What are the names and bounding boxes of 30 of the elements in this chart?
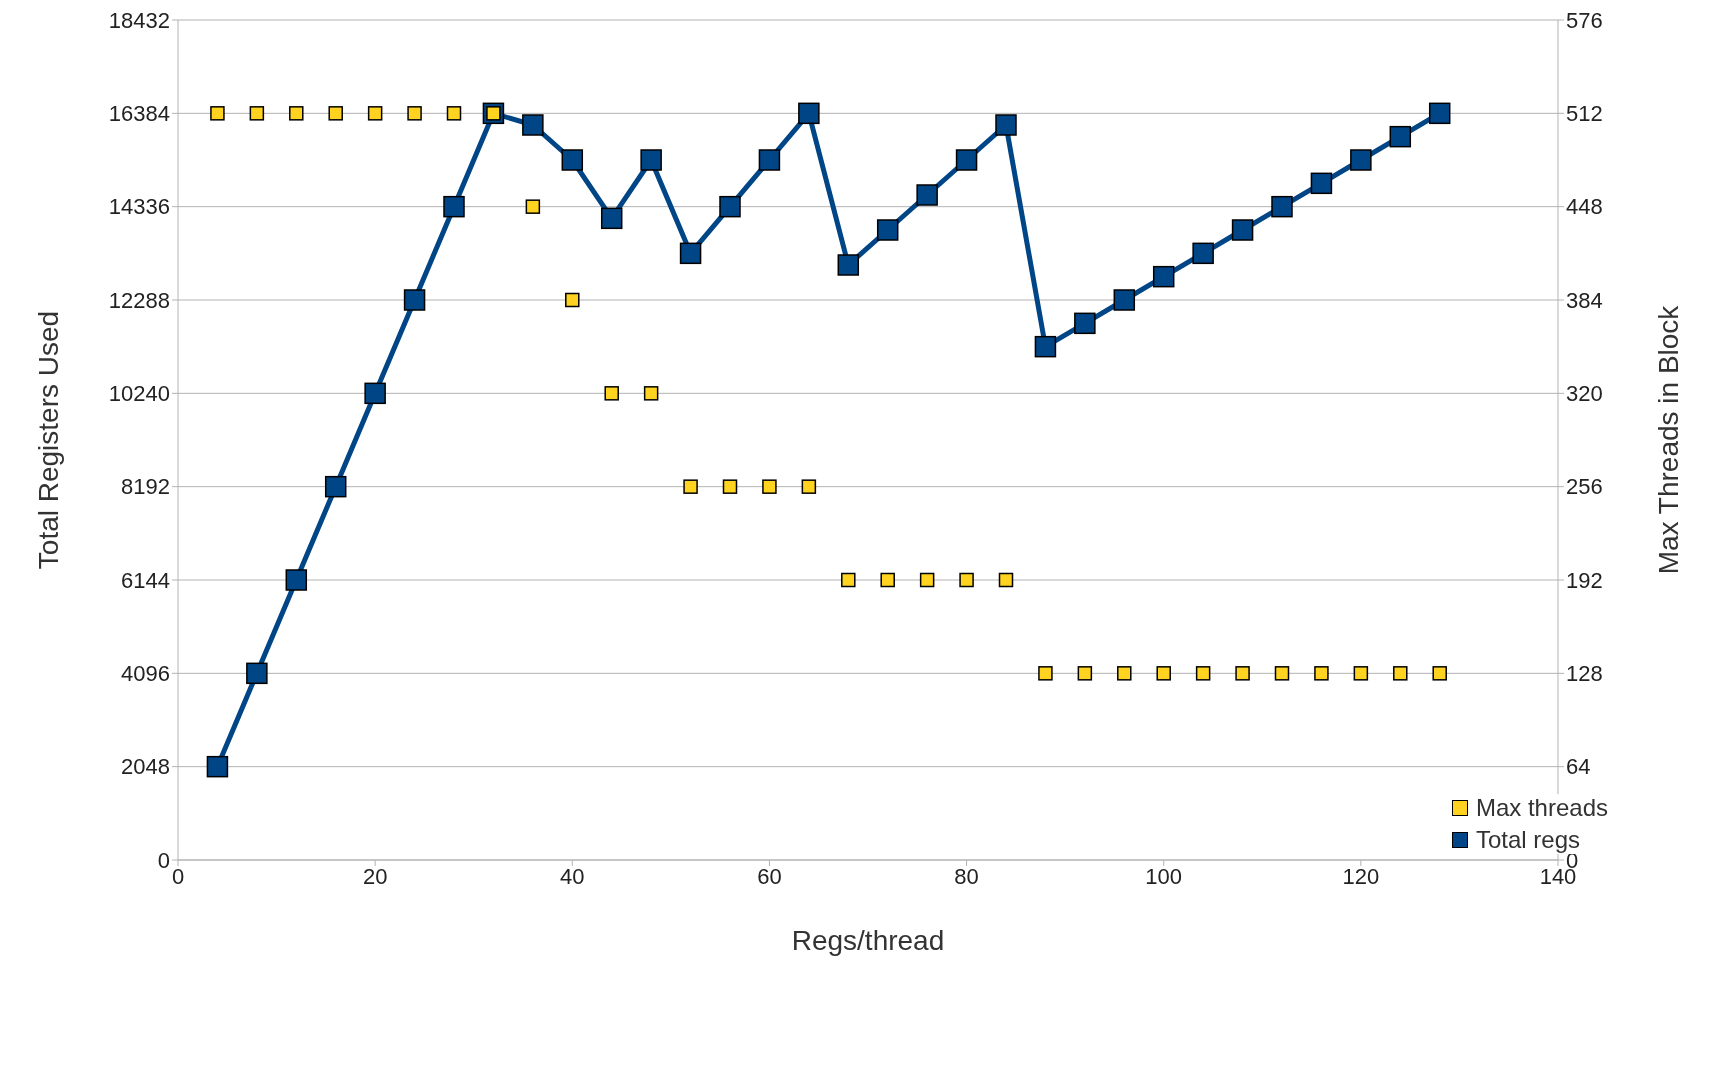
x-tick-label: 20 [362, 863, 388, 889]
y2-tick-label: 512 [1566, 101, 1603, 127]
x-tick-label: 100 [1145, 863, 1183, 889]
y2-tick-label: 576 [1566, 7, 1603, 33]
y2-tick-label: 320 [1566, 381, 1603, 407]
y-tick-label: 12288 [108, 287, 170, 313]
y2-tick-label: 128 [1566, 661, 1603, 687]
legend-label: Total regs [1475, 826, 1580, 854]
y-tick-label: 0 [157, 847, 170, 873]
x-tick-label: 40 [560, 863, 585, 889]
y-tick-label: 14336 [108, 194, 170, 220]
y2-tick-label: 384 [1566, 287, 1603, 313]
y2-tick-label: 256 [1566, 474, 1603, 500]
y-tick-label: 16384 [108, 101, 170, 127]
x-axis-title: Regs/thread [791, 925, 945, 956]
y-axis-title: Total Registers Used [32, 310, 64, 570]
y-tick-label: 4096 [121, 661, 170, 687]
y2-tick-label: 448 [1566, 194, 1603, 220]
x-tick-label: 60 [757, 863, 782, 889]
y2-tick-label: 192 [1566, 567, 1603, 593]
y2-tick-label: 64 [1566, 754, 1591, 780]
y-tick-label: 8192 [121, 474, 170, 500]
y-tick-label: 6144 [121, 567, 170, 593]
y2-axis-title: Max Threads in Block [1652, 304, 1684, 575]
legend-label: Max threads [1475, 794, 1608, 822]
y-tick-label: 10240 [108, 381, 170, 407]
y-tick-label: 2048 [121, 754, 170, 780]
x-tick-label: 80 [954, 863, 979, 889]
x-tick-label: 120 [1342, 863, 1380, 889]
y-tick-label: 18432 [108, 7, 170, 33]
